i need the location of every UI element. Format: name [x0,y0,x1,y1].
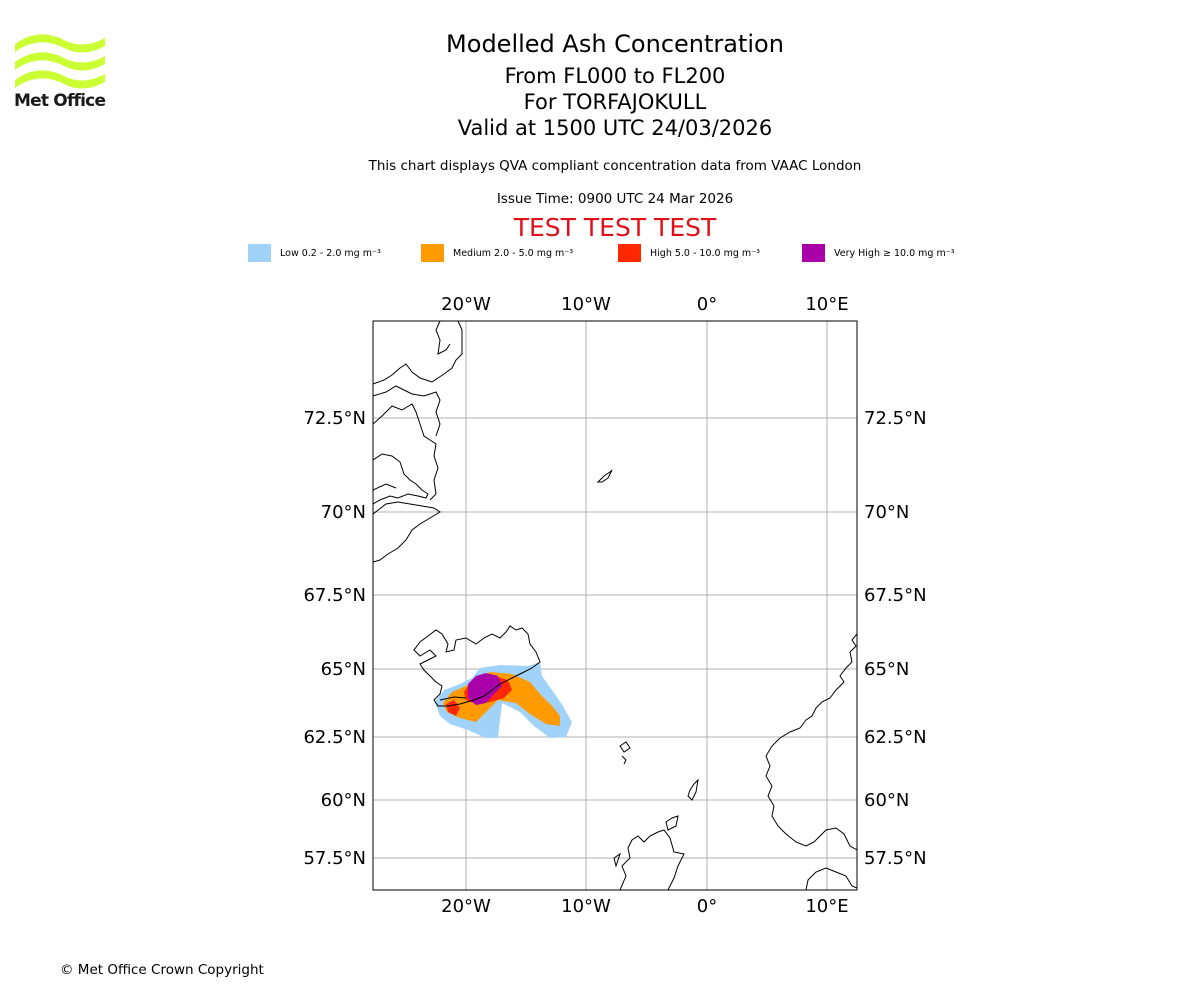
issue-time: Issue Time: 0900 UTC 24 Mar 2026 [496,191,734,207]
lat-label-left-57-5n: 57.5°N [303,848,366,869]
legend-swatch-high [618,244,641,262]
legend-item-low: Low 0.2 - 2.0 mg m⁻³ [248,244,381,262]
qva-note: This chart displays QVA compliant concen… [368,158,862,174]
test-banner: TEST TEST TEST [513,213,717,242]
lon-label-bottom-0: 0° [697,896,717,917]
flight-levels: From FL000 to FL200 [504,64,726,88]
lat-label-left-65n: 65°N [321,659,366,680]
met-office-logo-icon [15,34,105,89]
ash-high-region-west [446,700,460,716]
legend-label-low: Low 0.2 - 2.0 mg m⁻³ [280,247,381,259]
lat-label-right-70n: 70°N [864,502,909,523]
legend-item-medium: Medium 2.0 - 5.0 mg m⁻³ [421,244,573,262]
lat-label-right-65n: 65°N [864,659,909,680]
legend-swatch-medium [421,244,444,262]
legend-swatch-low [248,244,271,262]
lon-label-top-20w: 20°W [441,294,491,315]
ash-very-high-region [468,673,502,705]
legend-label-high: High 5.0 - 10.0 mg m⁻³ [650,247,760,259]
lon-label-top-10e: 10°E [805,294,848,315]
legend-label-very-high: Very High ≥ 10.0 mg m⁻³ [834,247,955,259]
lon-label-top-10w: 10°W [561,294,611,315]
legend-item-very-high: Very High ≥ 10.0 mg m⁻³ [802,244,955,262]
valid-time: Valid at 1500 UTC 24/03/2026 [457,116,773,140]
coastlines [373,321,857,890]
lat-label-left-72-5n: 72.5°N [303,408,366,429]
map-frame [372,320,858,891]
map-gridlines [373,321,857,890]
legend-swatch-very-high [802,244,825,262]
lat-label-left-70n: 70°N [321,502,366,523]
lat-label-left-62-5n: 62.5°N [303,727,366,748]
lat-label-right-67-5n: 67.5°N [864,585,927,606]
volcano-name: For TORFAJOKULL [523,90,707,114]
lon-label-bottom-20w: 20°W [441,896,491,917]
copyright-notice: © Met Office Crown Copyright [60,962,264,978]
lon-label-bottom-10w: 10°W [561,896,611,917]
lat-label-right-62-5n: 62.5°N [864,727,927,748]
lat-label-left-60n: 60°N [321,790,366,811]
logo-text: Met Office [14,91,106,111]
lon-label-bottom-10e: 10°E [805,896,848,917]
legend-label-medium: Medium 2.0 - 5.0 mg m⁻³ [453,247,574,259]
lat-label-right-72-5n: 72.5°N [864,408,927,429]
legend-item-high: High 5.0 - 10.0 mg m⁻³ [618,244,760,262]
lon-label-top-0: 0° [697,294,717,315]
legend: Low 0.2 - 2.0 mg m⁻³ Medium 2.0 - 5.0 mg… [0,244,1200,264]
chart-title: Modelled Ash Concentration [446,30,784,58]
lat-label-left-67-5n: 67.5°N [303,585,366,606]
lat-label-right-57-5n: 57.5°N [864,848,927,869]
lat-label-right-60n: 60°N [864,790,909,811]
